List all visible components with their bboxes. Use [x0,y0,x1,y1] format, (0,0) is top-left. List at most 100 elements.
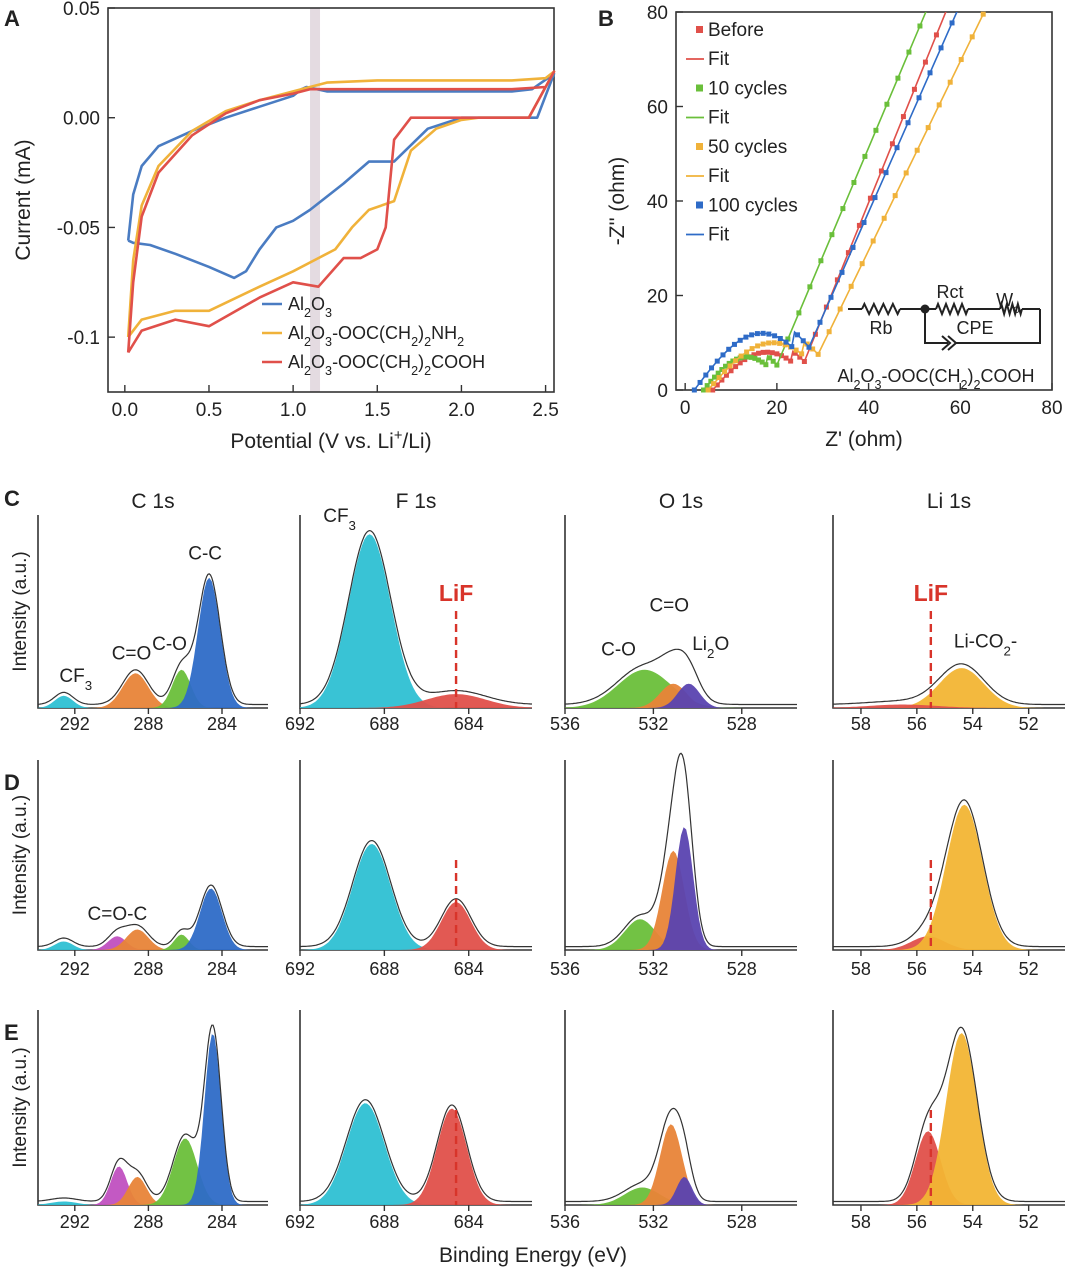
legend-marker [696,84,703,92]
envelope-curve [37,1024,268,1203]
data-point [731,341,737,347]
data-point [938,45,944,51]
data-point [895,75,901,81]
label-text: CF [323,506,348,527]
y-tick-label: 80 [647,3,668,24]
envelope-curve [833,663,1065,706]
panel-letter-b: B [598,6,614,31]
envelope-curve [565,1107,797,1203]
data-point [795,332,801,338]
data-point [914,147,920,153]
wo-element [999,300,1023,318]
label-script: 2 [304,364,311,378]
peak-fill [833,668,1065,708]
x-tick-label: 688 [369,1212,399,1232]
data-point [712,374,718,380]
peak-fill [38,695,268,708]
peak-fill [38,577,268,708]
data-point [771,340,777,346]
label-script: 3 [325,364,332,378]
x-tick-label: 58 [851,959,871,979]
data-point [801,358,807,364]
label-text: C-O [601,639,636,660]
x-tick-label: 52 [1019,1212,1039,1232]
x-tick-label: 288 [133,714,163,734]
label-text: -OOC(CH [882,366,961,386]
peak-fill [38,888,268,950]
peak-fill [38,1176,268,1205]
label-script: 3 [875,378,882,392]
data-point [719,377,725,383]
x-tick-label: 40 [858,398,879,419]
data-point [911,86,917,92]
x-tick-label: 20 [766,398,787,419]
label-text: Al [288,323,304,343]
legend-fit-label: Fit [708,166,730,187]
label-text: /Li) [402,430,431,453]
data-point [793,347,799,353]
data-point [900,114,906,120]
data-point [726,346,732,352]
data-point [697,379,703,385]
data-point [745,354,751,360]
data-point [837,306,843,312]
cv-curve [126,70,556,338]
data-point [806,344,812,350]
label-text: -OOC(CH [332,323,411,343]
x-tick-label: 52 [1019,959,1039,979]
label-script: o [1013,302,1020,316]
data-point [796,310,802,316]
data-point [815,351,821,357]
wire [924,309,1041,344]
y-tick-label: 0.00 [63,109,100,130]
peak-fill [300,1103,532,1205]
data-point [922,59,928,65]
xps-axis [37,1010,268,1206]
label-text: C-O [152,634,187,655]
data-point [839,269,845,275]
data-point [777,336,783,342]
label-script: 2 [853,378,860,392]
peak-fill [38,1201,268,1205]
peak-fill [565,683,797,708]
data-point [783,355,789,361]
x-tick-label: 56 [907,1212,927,1232]
data-point [760,349,766,355]
data-point [933,32,939,38]
data-point [810,346,816,352]
label-script: 2 [411,364,418,378]
label-script: + [394,428,403,444]
cpe-label: CPE [956,318,993,338]
cv-curve [126,72,556,280]
x-tick-label: 532 [638,1212,668,1232]
legend-label: 100 cycles [708,196,798,217]
envelope-curve [37,884,268,948]
data-point [733,358,739,364]
peak-fill [38,673,268,708]
data-point [766,331,772,337]
x-tick-label: 528 [727,714,757,734]
cv-curve [126,70,556,354]
data-point [884,101,890,107]
data-point [741,354,747,360]
x-tick-label: 688 [369,959,399,979]
lif-label: LiF [439,580,474,606]
data-point [856,222,862,228]
panel-letter: D [4,770,20,795]
label-text: NH [431,323,457,343]
data-point [737,360,743,366]
data-point [797,354,803,360]
envelope-curve [299,529,532,705]
label-script: 2 [411,335,418,349]
label-text: W [996,290,1013,310]
label-script: 3 [85,677,92,692]
label-text: - [1011,631,1017,652]
x-tick-label: 2.5 [532,400,558,421]
x-tick-label: 58 [851,1212,871,1232]
x-tick-label: 292 [60,959,90,979]
data-point [892,193,898,199]
data-point [889,141,895,147]
data-point [720,352,726,358]
data-point [774,351,780,357]
